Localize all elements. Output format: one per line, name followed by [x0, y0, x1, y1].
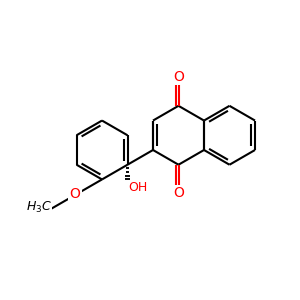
Text: $H_3C$: $H_3C$ — [26, 200, 52, 215]
Text: O: O — [173, 186, 184, 200]
Text: OH: OH — [128, 181, 147, 194]
Text: O: O — [70, 187, 80, 201]
Text: O: O — [173, 70, 184, 84]
